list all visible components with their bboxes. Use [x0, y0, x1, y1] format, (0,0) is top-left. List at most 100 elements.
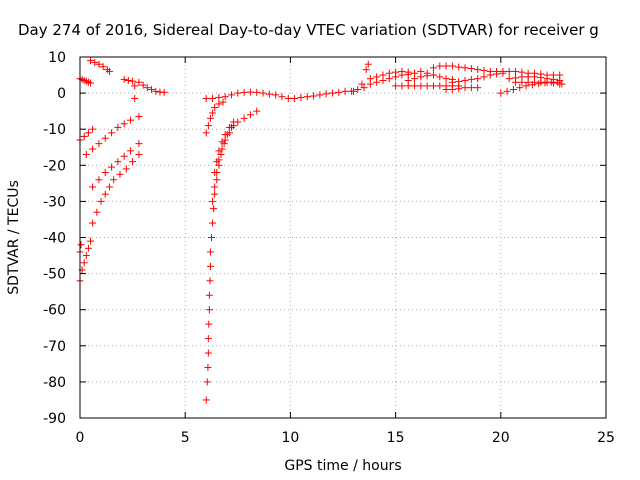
data-point	[436, 62, 444, 70]
data-point	[120, 75, 128, 83]
data-point	[362, 66, 370, 74]
data-point	[89, 219, 97, 227]
data-point	[272, 91, 280, 99]
data-point	[211, 169, 219, 177]
data-point	[101, 134, 109, 142]
data-point	[543, 78, 551, 86]
y-tick-label: -40	[43, 231, 66, 247]
data-point	[87, 237, 95, 245]
data-point	[108, 129, 116, 137]
data-point	[358, 80, 366, 88]
data-point	[99, 63, 107, 71]
x-tick-label: 25	[597, 430, 615, 446]
data-point	[80, 132, 88, 140]
x-tick-label: 0	[76, 430, 85, 446]
data-point	[291, 95, 299, 103]
data-point	[108, 163, 116, 171]
data-point	[429, 82, 437, 90]
data-point	[129, 158, 137, 166]
data-point	[204, 349, 212, 357]
data-point	[87, 79, 95, 87]
data-point	[480, 73, 488, 81]
data-point	[209, 219, 217, 227]
data-point	[493, 67, 501, 75]
data-point	[126, 116, 134, 124]
data-point	[126, 147, 134, 155]
data-point	[124, 76, 132, 84]
y-tick-label: 10	[48, 50, 66, 66]
x-tick-label: 10	[281, 430, 299, 446]
data-point	[360, 84, 368, 92]
data-point	[461, 76, 469, 84]
data-point	[110, 176, 118, 184]
y-tick-label: -50	[43, 267, 66, 283]
data-point	[522, 82, 530, 90]
data-point	[398, 67, 406, 75]
data-point	[297, 93, 305, 101]
data-point	[105, 67, 113, 75]
data-point	[524, 78, 532, 86]
data-point	[89, 145, 97, 153]
data-point	[350, 87, 358, 95]
data-point	[211, 183, 219, 191]
data-point	[101, 190, 109, 198]
data-point	[467, 65, 475, 73]
data-point	[206, 277, 214, 285]
data-points	[76, 57, 566, 404]
data-point	[404, 76, 412, 84]
data-point	[253, 107, 261, 115]
data-point	[461, 64, 469, 72]
data-point	[143, 84, 151, 92]
data-point	[215, 93, 223, 101]
data-point	[335, 88, 343, 96]
data-point	[203, 378, 211, 386]
data-point	[205, 306, 213, 314]
data-point	[213, 158, 221, 166]
data-point	[354, 85, 362, 93]
data-point	[217, 150, 225, 158]
data-point	[114, 123, 122, 131]
y-tick-label: -80	[43, 375, 66, 391]
data-point	[442, 85, 450, 93]
data-point	[202, 95, 210, 103]
y-axis-label: SDTVAR / TECUs	[6, 180, 22, 295]
data-point	[204, 335, 212, 343]
data-point	[215, 147, 223, 155]
data-point	[215, 100, 223, 108]
data-point	[259, 89, 267, 97]
data-point	[379, 71, 387, 79]
data-point	[240, 88, 248, 96]
data-point	[93, 208, 101, 216]
data-point	[455, 78, 463, 86]
data-point	[467, 75, 475, 83]
data-point	[392, 82, 400, 90]
data-point	[461, 84, 469, 92]
data-point	[322, 90, 330, 98]
data-point	[218, 138, 226, 146]
data-point	[448, 62, 456, 70]
data-point	[423, 82, 431, 90]
data-point	[131, 95, 139, 103]
data-point	[95, 140, 103, 148]
data-point	[114, 158, 122, 166]
data-point	[209, 95, 217, 103]
data-point	[89, 125, 97, 133]
data-point	[206, 248, 214, 256]
data-point	[448, 78, 456, 86]
y-tick-label: -70	[43, 339, 66, 355]
data-point	[411, 75, 419, 83]
data-point	[486, 67, 494, 75]
data-point	[265, 90, 273, 98]
data-point	[135, 140, 143, 148]
data-point	[404, 68, 412, 76]
data-point	[316, 91, 324, 99]
data-point	[328, 89, 336, 97]
data-point	[211, 104, 219, 112]
data-point	[373, 73, 381, 81]
data-point	[442, 62, 450, 70]
data-point	[210, 205, 218, 213]
data-point	[234, 89, 242, 97]
data-point	[411, 82, 419, 90]
